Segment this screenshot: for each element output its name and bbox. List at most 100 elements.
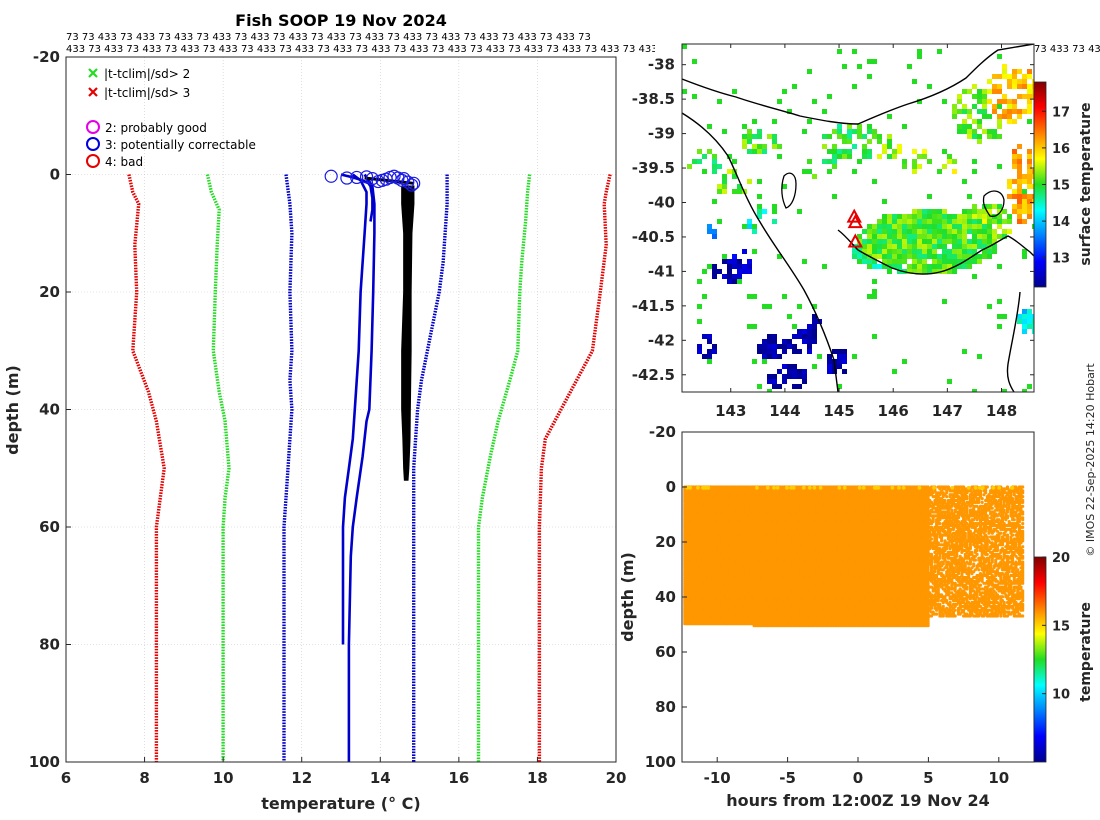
sst-pixel [837, 359, 842, 364]
sst-pixel [877, 139, 882, 144]
sst-pixel [932, 219, 937, 224]
sst-pixel [977, 109, 982, 114]
sst-pixel [762, 209, 767, 214]
sst-pixel [847, 129, 852, 134]
sst-pixel [832, 154, 837, 159]
sst-pixel [932, 214, 937, 219]
sst-pixel [927, 229, 932, 234]
sst-pixel [942, 244, 947, 249]
sst-pixel [957, 129, 962, 134]
sst-pixel [967, 219, 972, 224]
legend-flag-4: 4: bad [86, 154, 143, 169]
map-xtick-label: 144 [769, 402, 800, 420]
sst-pixel [1022, 209, 1027, 214]
sst-pixel [792, 374, 797, 379]
sst-pixel [707, 229, 712, 234]
sst-pixel [937, 229, 942, 234]
sst-pixel [827, 149, 832, 154]
sst-pixel [1012, 159, 1017, 164]
sst-pixel [877, 254, 882, 259]
sst-pixel [912, 249, 917, 254]
sst-pixel [727, 259, 732, 264]
legend-x-red-label: |t-tclim|/sd> 3 [104, 86, 190, 100]
sst-pixel [1012, 149, 1017, 154]
sst-pixel [792, 344, 797, 349]
sst-pixel [882, 244, 887, 249]
sst-pixel [1017, 154, 1022, 159]
map-ytick-label: -41 [648, 262, 675, 280]
sst-pixel [742, 139, 747, 144]
sst-pixel [982, 99, 987, 104]
sst-pixel [967, 209, 972, 214]
sst-pixel [1027, 159, 1032, 164]
sst-pixel [927, 254, 932, 259]
sst-pixel [997, 84, 1002, 89]
sst-pixel [882, 259, 887, 264]
sst-pixel [892, 229, 897, 234]
sst-pixel [837, 124, 842, 129]
sst-pixel [932, 209, 937, 214]
sst-pixel [762, 339, 767, 344]
sst-pixel [717, 189, 722, 194]
sst-pixel [877, 134, 882, 139]
sst-pixel [757, 129, 762, 134]
id-row-1: 73 73 433 73 433 73 433 73 433 73 433 73… [66, 32, 591, 43]
sst-pixel [1022, 319, 1027, 324]
profile-ylabel: depth (m) [3, 365, 22, 455]
sst-pixel [992, 229, 997, 234]
sst-pixel [897, 219, 902, 224]
sst-pixel [977, 244, 982, 249]
sst-pixel [1017, 319, 1022, 324]
sst-pixel [942, 219, 947, 224]
series-drop-cluster [401, 185, 415, 481]
sst-pixel [952, 214, 957, 219]
sst-pixel [982, 249, 987, 254]
sst-pixel [707, 349, 712, 354]
sst-pixel [957, 124, 962, 129]
sst-pixel [722, 174, 727, 179]
sst-pixel [757, 349, 762, 354]
sst-pixel [737, 269, 742, 274]
sst-pixel [882, 229, 887, 234]
sst-pixel [757, 214, 762, 219]
sst-pixel [782, 379, 787, 384]
sst-pixel [1012, 79, 1017, 84]
sst-pixel [892, 224, 897, 229]
sst-pixel [987, 239, 992, 244]
sst-pixel [832, 144, 837, 149]
sst-pixel [772, 334, 777, 339]
sst-pixel [897, 229, 902, 234]
sst-pixel [922, 234, 927, 239]
sst-pixel [877, 219, 882, 224]
legend-x-red: |t-tclim|/sd> 3 [88, 86, 190, 100]
sst-pixel [987, 114, 992, 119]
profile-ytick-label: 60 [39, 518, 60, 536]
sst-pixel [1012, 99, 1017, 104]
coastline-west [682, 112, 839, 392]
sst-pixel [942, 234, 947, 239]
sst-pixel [762, 144, 767, 149]
sst-pixel [1022, 174, 1027, 179]
sst-pixel [977, 209, 982, 214]
sst-pixel [992, 134, 997, 139]
sst-pixel [1002, 114, 1007, 119]
sst-pixel [1007, 194, 1012, 199]
sst-pixel [872, 134, 877, 139]
sst-pixel [727, 264, 732, 269]
sst-pixel [1002, 209, 1007, 214]
sst-pixel [992, 74, 997, 79]
flag-circle [407, 176, 421, 190]
sst-pixel [1022, 204, 1027, 209]
sst-pixel [997, 214, 1002, 219]
sst-pixel [887, 154, 892, 159]
sst-pixel [1017, 214, 1022, 219]
sst-pixel [872, 259, 877, 264]
sst-pixel [917, 249, 922, 254]
sst-pixel [962, 119, 967, 124]
sst-pixel [827, 369, 832, 374]
sst-pixel [972, 119, 977, 124]
sst-pixel [807, 329, 812, 334]
sst-pixel [747, 259, 752, 264]
legend-flag-2: 2: probably good [86, 120, 207, 135]
sst-pixel [967, 224, 972, 229]
